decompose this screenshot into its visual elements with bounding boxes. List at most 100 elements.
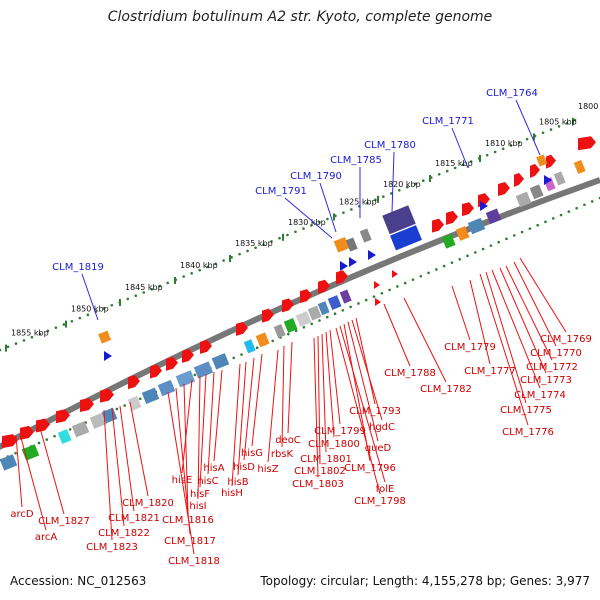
gene-box[interactable] [89,412,108,429]
gene-arrow[interactable] [36,418,50,433]
gene-box[interactable] [485,208,502,225]
gene-arrow[interactable] [318,279,330,294]
gene-arrow[interactable] [100,388,114,403]
gene-label-bottom[interactable]: CLM_1802 [294,466,346,477]
gene-box[interactable] [345,237,358,252]
gene-box[interactable] [359,228,372,243]
gene-box[interactable] [211,353,230,370]
gene-label-bottom[interactable]: CLM_1816 [162,515,214,526]
gene-arrow[interactable] [336,270,348,285]
gene-label-bottom[interactable]: arcA [35,532,58,543]
gene-arrow[interactable] [282,298,294,313]
gene-box[interactable] [157,379,176,397]
gene-arrow[interactable] [375,298,381,306]
gene-arrow[interactable] [368,250,376,260]
gene-label-bottom[interactable]: CLM_1770 [530,348,582,359]
gene-label-bottom[interactable]: CLM_1798 [354,496,406,507]
gene-arrow[interactable] [340,261,348,271]
gene-box[interactable] [529,184,544,200]
gene-box[interactable] [243,339,256,354]
gene-label-bottom[interactable]: deoC [275,435,301,446]
gene-arrow[interactable] [262,308,274,323]
gene-label-bottom[interactable]: hisG [241,448,263,459]
gene-box[interactable] [273,323,286,339]
gene-label-bottom[interactable]: CLM_1782 [420,384,472,395]
gene-arrow[interactable] [374,281,380,289]
gene-box[interactable] [339,289,352,304]
gene-arrow[interactable] [349,257,357,267]
gene-label-bottom[interactable]: hisH [221,488,243,499]
gene-arrow[interactable] [514,172,524,187]
gene-label-bottom[interactable]: rbsK [271,449,294,460]
gene-arrow[interactable] [498,181,510,196]
gene-arrow[interactable] [2,434,18,449]
gene-label-bottom[interactable]: hisD [233,462,255,473]
gene-box[interactable] [98,330,112,344]
gene-label-bottom[interactable]: CLM_1803 [292,479,344,490]
gene-arrow[interactable] [432,218,444,233]
gene-label-bottom[interactable]: CLM_1818 [168,556,220,567]
top-callouts[interactable]: CLM_1764 CLM_1771 CLM_1780 CLM_1785 CLM_1790… [52,88,541,321]
gene-label-bottom[interactable]: queD [365,443,392,454]
gene-label-bottom[interactable]: folE [376,484,395,495]
gene-label-bottom[interactable]: arcD [10,509,34,520]
gene-box[interactable] [317,301,330,316]
gene-label-top[interactable]: CLM_1785 [330,155,382,166]
gene-box[interactable] [193,361,214,379]
gene-arrow[interactable] [392,270,398,278]
gene-label-bottom[interactable]: CLM_1817 [164,536,216,547]
gene-box[interactable] [390,225,422,251]
gene-arrow[interactable] [236,321,248,336]
gene-arrow[interactable] [104,351,112,361]
gene-box[interactable] [295,311,312,327]
gene-label-bottom[interactable]: hisI [189,501,206,512]
gene-box[interactable] [455,225,470,241]
gene-arrow[interactable] [20,425,34,440]
gene-arrow[interactable] [578,136,596,151]
gene-arrow[interactable] [446,210,458,225]
gene-label-bottom[interactable]: CLM_1773 [520,375,572,386]
gene-arrow[interactable] [530,163,540,178]
gene-label-bottom[interactable]: CLM_1796 [344,463,396,474]
gene-label-bottom[interactable]: hisA [203,463,224,474]
gene-label-bottom[interactable]: CLM_1827 [38,516,90,527]
gene-box[interactable] [327,295,342,310]
gene-label-bottom[interactable]: CLM_1774 [514,390,566,401]
gene-label-bottom[interactable]: CLM_1779 [444,342,496,353]
gene-box[interactable] [0,454,18,471]
gene-label-bottom[interactable]: CLM_1769 [540,334,592,345]
gene-label-bottom[interactable]: hisB [227,477,248,488]
gene-label-bottom[interactable]: CLM_1793 [349,406,401,417]
gene-box[interactable] [553,171,566,186]
gene-label-bottom[interactable]: CLM_1823 [86,542,138,553]
gene-box[interactable] [441,233,456,249]
bottom-callouts[interactable]: CLM_1769 CLM_1770 CLM_1772 CLM_1773 CLM_1774… [10,257,592,567]
gene-box[interactable] [333,236,350,253]
gene-arrow[interactable] [544,175,552,185]
gene-label-bottom[interactable]: hgdC [369,422,395,433]
gene-label-bottom[interactable]: hisF [190,489,210,500]
gene-box[interactable] [21,444,40,461]
gene-arrow[interactable] [56,409,70,424]
gene-label-bottom[interactable]: hisC [197,476,218,487]
gene-label-bottom[interactable]: CLM_1822 [98,528,150,539]
gene-box[interactable] [307,305,322,321]
gene-box[interactable] [57,429,72,444]
gene-arrow[interactable] [80,398,94,413]
gene-label-top[interactable]: CLM_1791 [255,186,307,197]
gene-arrow[interactable] [300,289,312,304]
gene-label-top[interactable]: CLM_1764 [486,88,538,99]
gene-box[interactable] [573,159,586,174]
gene-label-top[interactable]: CLM_1819 [52,262,104,273]
gene-arrow[interactable] [182,348,194,363]
gene-label-bottom[interactable]: CLM_1777 [464,366,516,377]
gene-label-bottom[interactable]: CLM_1788 [384,368,436,379]
gene-label-bottom[interactable]: CLM_1775 [500,405,552,416]
gene-box[interactable] [141,387,160,405]
gene-label-bottom[interactable]: CLM_1820 [122,498,174,509]
gene-box[interactable] [175,370,196,388]
gene-label-bottom[interactable]: CLM_1772 [526,362,578,373]
gene-label-bottom[interactable]: CLM_1821 [108,513,160,524]
gene-label-bottom[interactable]: hisZ [257,464,278,475]
